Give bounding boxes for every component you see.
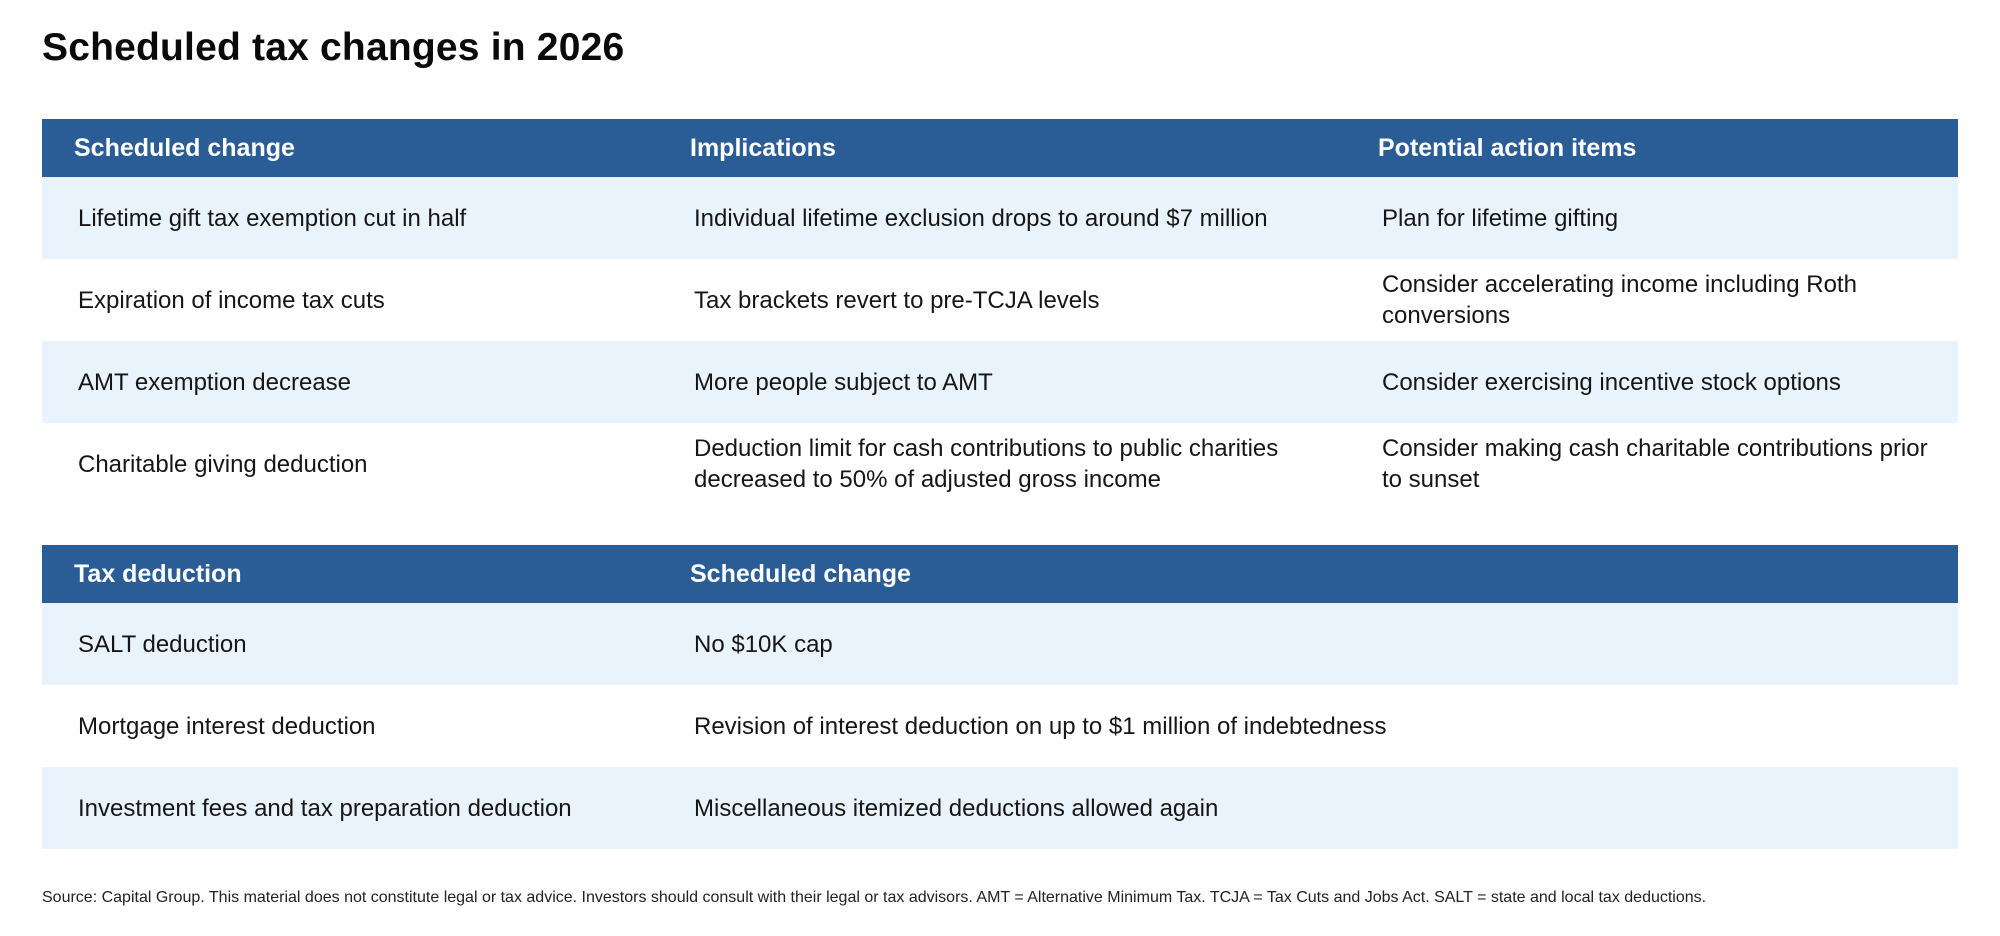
table-header: Scheduled change Implications Potential … — [42, 119, 1958, 177]
source-footnote: Source: Capital Group. This material doe… — [42, 889, 1707, 906]
tax-deductions-table: Tax deduction Scheduled change SALT dedu… — [42, 545, 1958, 849]
table-cell: Consider exercising incentive stock opti… — [1382, 368, 1841, 396]
table-row: SALT deduction No $10K cap — [42, 603, 1958, 685]
table-cell: Plan for lifetime gifting — [1382, 204, 1619, 232]
column-header-implications: Implications — [690, 133, 836, 162]
table-cell: Individual lifetime exclusion drops to a… — [694, 204, 1268, 232]
table-row: Charitable giving deduction Deduction li… — [42, 423, 1958, 505]
table-row: Expiration of income tax cuts Tax bracke… — [42, 259, 1958, 341]
table-cell: More people subject to AMT — [694, 368, 993, 396]
table-row: Investment fees and tax preparation dedu… — [42, 767, 1958, 849]
scheduled-changes-table: Scheduled change Implications Potential … — [42, 119, 1958, 505]
table-row: Mortgage interest deduction Revision of … — [42, 685, 1958, 767]
column-header-scheduled-change: Scheduled change — [74, 133, 295, 162]
table-cell: Consider accelerating income including R… — [1382, 271, 1857, 329]
table-cell: Revision of interest deduction on up to … — [694, 712, 1387, 740]
column-header-scheduled-change: Scheduled change — [690, 559, 911, 588]
page-title: Scheduled tax changes in 2026 — [42, 26, 625, 69]
table-cell: AMT exemption decrease — [78, 368, 352, 396]
table-cell: SALT deduction — [78, 630, 247, 658]
table-cell: No $10K cap — [694, 630, 833, 658]
table-row: Lifetime gift tax exemption cut in half … — [42, 177, 1958, 259]
table-cell: Consider making cash charitable contribu… — [1382, 435, 1928, 493]
column-header-potential-action-items: Potential action items — [1378, 133, 1637, 162]
table-header: Tax deduction Scheduled change — [42, 545, 1958, 603]
table-cell: Tax brackets revert to pre-TCJA levels — [694, 286, 1100, 314]
table-cell: Mortgage interest deduction — [78, 712, 376, 740]
table-cell: Charitable giving deduction — [78, 450, 368, 478]
table-cell: Deduction limit for cash contributions t… — [694, 435, 1279, 493]
table-cell: Miscellaneous itemized deductions allowe… — [694, 794, 1219, 822]
column-header-tax-deduction: Tax deduction — [74, 559, 242, 588]
table-cell: Expiration of income tax cuts — [78, 286, 385, 314]
table-cell: Lifetime gift tax exemption cut in half — [78, 204, 467, 232]
table-cell: Investment fees and tax preparation dedu… — [78, 794, 572, 822]
table-row: AMT exemption decrease More people subje… — [42, 341, 1958, 423]
